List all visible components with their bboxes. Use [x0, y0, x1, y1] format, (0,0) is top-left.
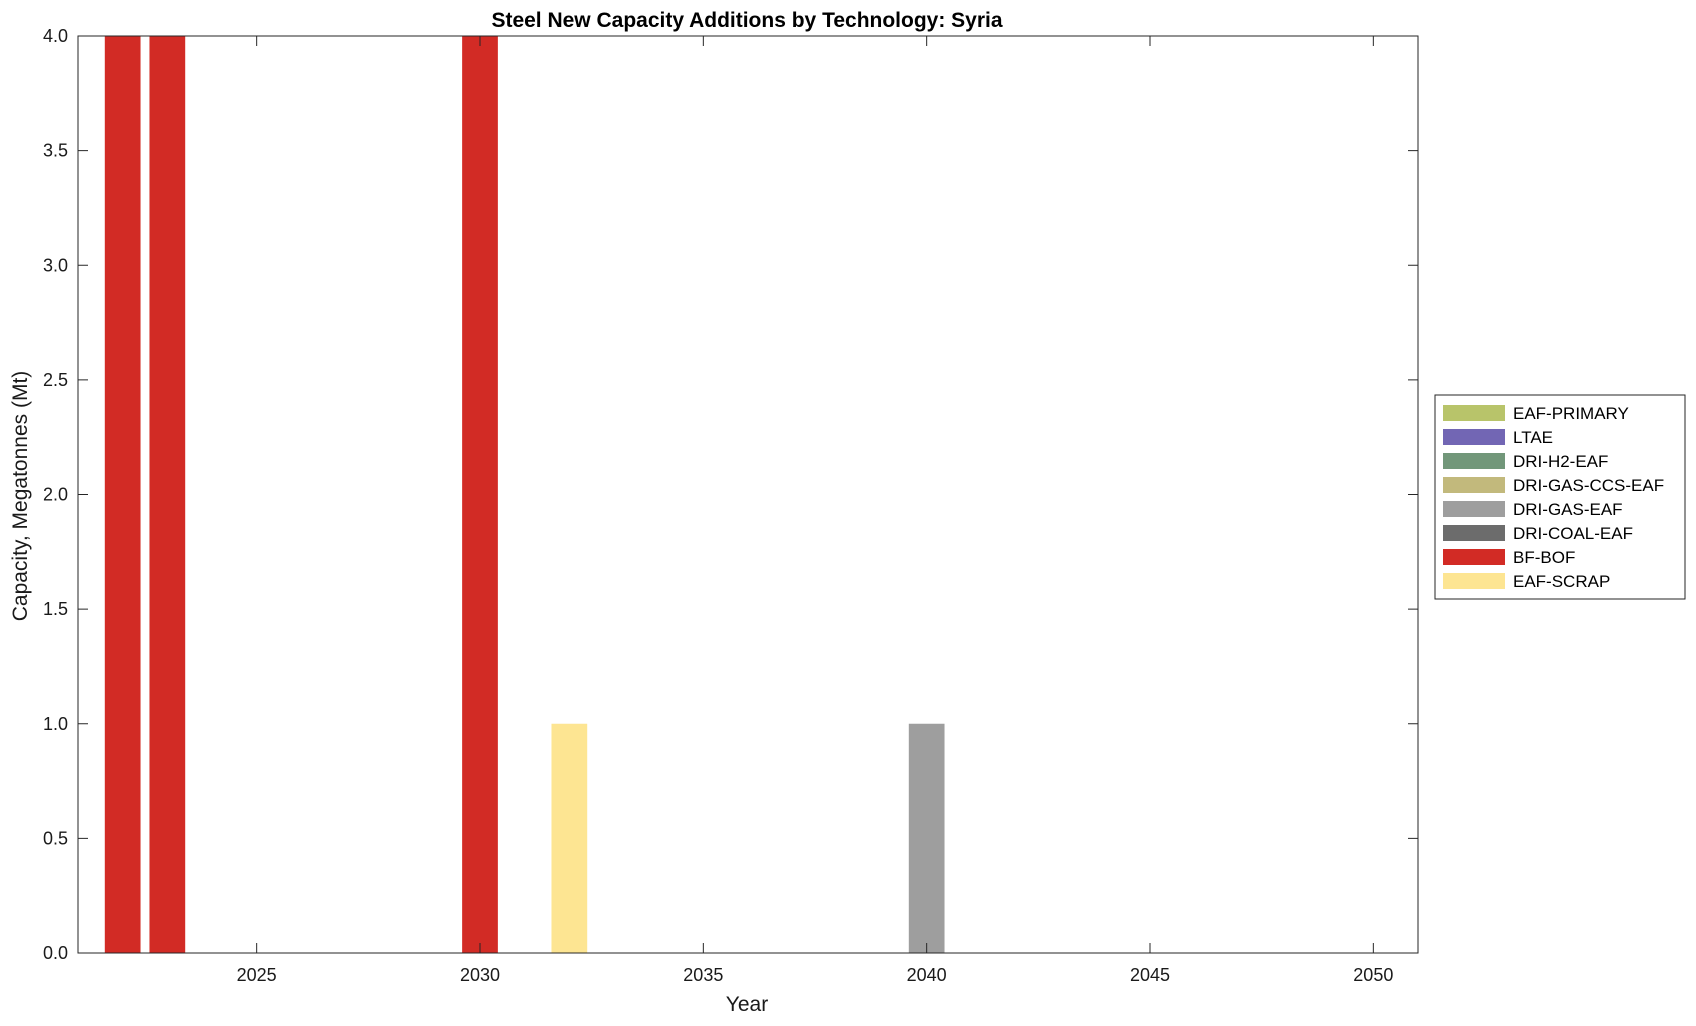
- bar-eaf-scrap-2032: [551, 723, 588, 953]
- x-tick-label: 2035: [683, 965, 723, 985]
- y-axis-label: Capacity, Megatonnes (Mt): [9, 371, 32, 622]
- y-tick-label: 1.5: [43, 599, 68, 619]
- legend-swatch-eaf-scrap: [1443, 573, 1505, 589]
- bar-bf-bof-2023: [149, 36, 186, 953]
- y-tick-label: 3.5: [43, 141, 68, 161]
- legend-swatch-dri-h2-eaf: [1443, 453, 1505, 469]
- x-tick-label: 2045: [1130, 965, 1170, 985]
- legend-label: DRI-COAL-EAF: [1513, 524, 1633, 543]
- axes-layer: 2025 2030 2035 2040 2045 2050 0.0 0.5 1.0 1.5 2.0 2…: [43, 26, 1419, 985]
- bars-layer: [104, 36, 945, 953]
- legend-label: DRI-GAS-EAF: [1513, 500, 1623, 519]
- legend: EAF-PRIMARY LTAE DRI-H2-EAF DRI-GAS-CCS-EAF…: [1434, 394, 1686, 600]
- legend-swatch-dri-coal-eaf: [1443, 525, 1505, 541]
- plot-frame: [77, 35, 1419, 954]
- legend-label: EAF-SCRAP: [1513, 572, 1610, 591]
- legend-label: DRI-GAS-CCS-EAF: [1513, 476, 1664, 495]
- x-tick-label: 2025: [237, 965, 277, 985]
- legend-label: DRI-H2-EAF: [1513, 452, 1608, 471]
- legend-label: BF-BOF: [1513, 548, 1575, 567]
- legend-swatch-dri-gas-ccs-eaf: [1443, 477, 1505, 493]
- legend-swatch-eaf-primary: [1443, 405, 1505, 421]
- y-tick-label: 0.0: [43, 943, 68, 963]
- legend-label: LTAE: [1513, 428, 1553, 447]
- legend-swatch-dri-gas-eaf: [1443, 501, 1505, 517]
- legend-label: EAF-PRIMARY: [1513, 404, 1629, 423]
- legend-box: [1434, 394, 1686, 600]
- x-tick-label: 2030: [460, 965, 500, 985]
- bar-bf-bof-2022: [104, 36, 141, 953]
- y-tick-label: 2.5: [43, 370, 68, 390]
- y-tick-label: 3.0: [43, 255, 68, 275]
- x-tick-label: 2040: [907, 965, 947, 985]
- x-axis-label: Year: [726, 993, 768, 1016]
- y-tick-label: 1.0: [43, 714, 68, 734]
- y-tick-label: 4.0: [43, 26, 68, 46]
- x-tick-label: 2050: [1353, 965, 1393, 985]
- y-tick-label: 0.5: [43, 828, 68, 848]
- bar-bf-bof-2030: [462, 36, 498, 953]
- bar-dri-gas-eaf-2040: [908, 723, 945, 953]
- legend-swatch-ltae: [1443, 429, 1505, 445]
- y-tick-label: 2.0: [43, 485, 68, 505]
- legend-swatch-bf-bof: [1443, 549, 1505, 565]
- chart-title: Steel New Capacity Additions by Technolo…: [491, 9, 1002, 32]
